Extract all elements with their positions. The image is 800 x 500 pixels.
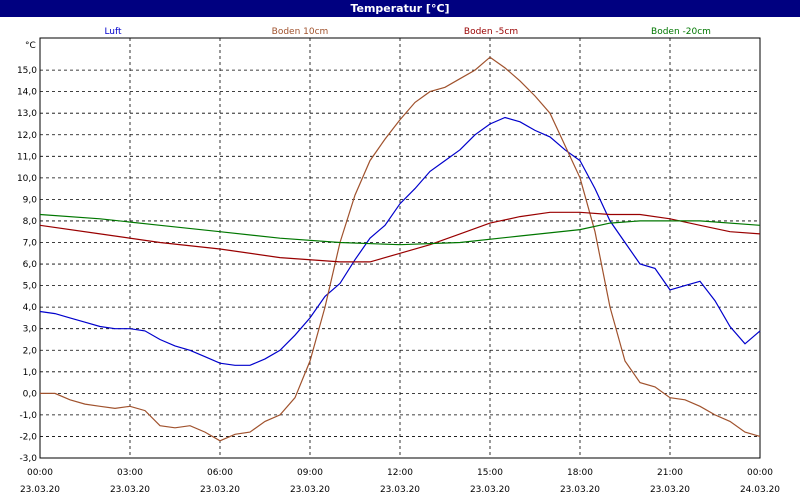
x-tick-date-label: 23.03.20 xyxy=(560,485,600,495)
y-tick-label: 14,0 xyxy=(17,88,37,98)
y-tick-label: 2,0 xyxy=(23,346,38,356)
x-tick-date-label: 24.03.20 xyxy=(740,485,780,495)
y-tick-label: -2,0 xyxy=(19,432,37,442)
series-line-2 xyxy=(40,56,761,442)
y-tick-label: 12,0 xyxy=(17,131,37,141)
series-line-3 xyxy=(39,211,761,263)
legend: Luft Boden 10cm Boden -5cm Boden -20cm xyxy=(104,27,711,37)
legend-entry-3: Boden -5cm xyxy=(464,27,518,37)
x-tick-date-label: 23.03.20 xyxy=(290,485,330,495)
window-title: Temperatur [°C] xyxy=(0,0,800,17)
y-tick-label: 8,0 xyxy=(23,217,38,227)
x-tick-time-label: 12:00 xyxy=(387,468,413,478)
y-tick-label: 3,0 xyxy=(23,325,38,335)
x-tick-time-label: 00:00 xyxy=(747,468,773,478)
x-tick-time-label: 00:00 xyxy=(27,468,53,478)
y-tick-labels: -3,0 -2,0 -1,0 0,0 1,0 2,0 3,0 4,0 5,0 6,0 7,0 8,0 9… xyxy=(17,66,37,464)
x-tick-time-label: 03:00 xyxy=(117,468,143,478)
x-tick-date-label: 23.03.20 xyxy=(200,485,240,495)
y-axis-unit-label: °C xyxy=(25,41,36,51)
y-tick-label: 5,0 xyxy=(23,282,38,292)
y-tick-label: 11,0 xyxy=(17,152,37,162)
y-tick-label: 1,0 xyxy=(23,368,38,378)
x-tick-labels: 00:00 23.03.20 03:00 23.03.20 06:00 23.03.20 0… xyxy=(20,468,780,495)
series-line-1 xyxy=(39,116,761,366)
x-tick-time-label: 09:00 xyxy=(297,468,323,478)
y-tick-label: -3,0 xyxy=(19,454,37,464)
y-tick-label: 7,0 xyxy=(23,239,38,249)
x-tick-date-label: 23.03.20 xyxy=(20,485,60,495)
y-tick-label: -1,0 xyxy=(19,411,37,421)
x-tick-time-label: 15:00 xyxy=(477,468,503,478)
x-tick-time-label: 21:00 xyxy=(657,468,683,478)
legend-entry-1: Luft xyxy=(104,27,122,37)
x-tick-time-label: 18:00 xyxy=(567,468,593,478)
x-tick-date-label: 23.03.20 xyxy=(470,485,510,495)
y-tick-label: 15,0 xyxy=(17,66,37,76)
series-group xyxy=(39,56,761,442)
y-tick-label: 9,0 xyxy=(23,195,38,205)
series-line-4 xyxy=(39,213,761,246)
y-tick-label: 6,0 xyxy=(23,260,38,270)
x-tick-date-label: 23.03.20 xyxy=(650,485,690,495)
y-tick-label: 0,0 xyxy=(23,389,38,399)
y-tick-label: 13,0 xyxy=(17,109,37,119)
x-tick-date-label: 23.03.20 xyxy=(380,485,420,495)
y-tick-label: 10,0 xyxy=(17,174,37,184)
x-tick-time-label: 06:00 xyxy=(207,468,233,478)
legend-entry-2: Boden 10cm xyxy=(272,27,329,37)
y-tick-label: 4,0 xyxy=(23,303,38,313)
x-tick-date-label: 23.03.20 xyxy=(110,485,150,495)
legend-entry-4: Boden -20cm xyxy=(651,27,711,37)
